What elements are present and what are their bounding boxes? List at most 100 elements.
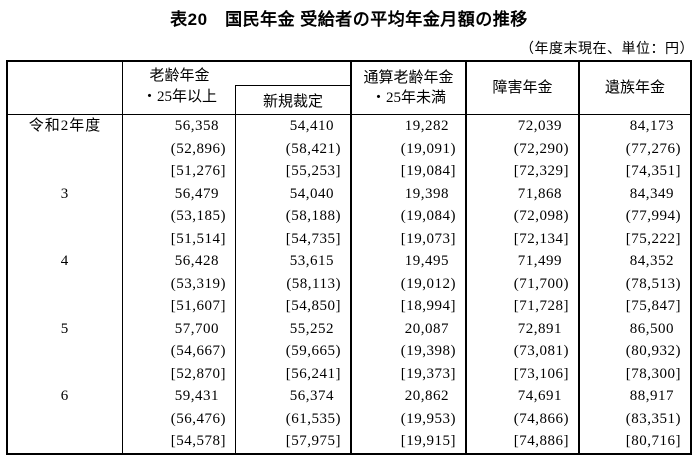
year-label: 3 xyxy=(8,183,122,251)
amount-cell: 54,410 (58,421) [55,253] xyxy=(235,115,350,183)
amount-line: [72,134] xyxy=(513,230,569,247)
table-row-group: 4 56,428 (53,319) [51,607] 53,615 (58,113) [54… xyxy=(8,250,690,318)
amount-line: 72,891 xyxy=(517,320,562,337)
amount-line: [72,329] xyxy=(513,163,569,180)
amount-cell: 57,700 (54,667) [52,870] xyxy=(122,317,235,386)
table-row-group: 3 56,479 (53,185) [51,514] 54,040 (58,188) [54… xyxy=(8,182,690,251)
amount-cell: 86,500 (80,932) [78,300] xyxy=(578,317,690,386)
amount-cell: 19,282 (19,091) [19,084] xyxy=(350,115,465,183)
amount-line: (72,290) xyxy=(513,140,569,157)
amount-line: (72,098) xyxy=(513,208,569,225)
amount-line: [51,276] xyxy=(170,163,226,180)
amount-line: (19,084) xyxy=(400,208,456,225)
amount-line: 72,039 xyxy=(517,118,562,134)
amount-cell: 56,479 (53,185) [51,514] xyxy=(122,182,235,251)
amount-line: 19,398 xyxy=(404,185,449,202)
amount-cell: 84,173 (77,276) [74,351] xyxy=(578,115,690,183)
amount-line: [73,106] xyxy=(513,365,569,382)
year-label: 6 xyxy=(8,385,122,453)
table-body: 令和2年度 56,358 (52,896) [51,276] 54,410 (58,421… xyxy=(8,115,690,453)
amount-line: [75,222] xyxy=(625,230,681,247)
amount-line: 71,868 xyxy=(517,185,562,202)
year-label-text: 6 xyxy=(60,388,70,405)
amount-line: [54,578] xyxy=(170,433,226,450)
amount-line: 56,428 xyxy=(174,253,219,270)
year-label-text: 令和2年度 xyxy=(28,118,102,134)
amount-line: [74,886] xyxy=(513,433,569,450)
amount-line: 88,917 xyxy=(629,388,674,405)
amount-line: 54,040 xyxy=(289,185,334,202)
amount-line: [18,994] xyxy=(400,298,456,315)
amount-line: [78,300] xyxy=(625,365,681,382)
header-old-age-label: 老齢年金 ・25年以上 xyxy=(141,68,217,105)
year-label: 令和2年度 xyxy=(8,115,122,183)
amount-line: 86,500 xyxy=(629,320,674,337)
amount-cell: 53,615 (58,113) [54,850] xyxy=(235,250,350,318)
table-row-group: 6 59,431 (56,476) [54,578] 56,374 (61,535) [57… xyxy=(8,385,690,453)
amount-line: 56,358 xyxy=(174,118,219,134)
amount-line: (71,700) xyxy=(513,275,569,292)
amount-cell: 84,352 (78,513) [75,847] xyxy=(578,250,690,318)
amount-line: (19,398) xyxy=(400,343,456,360)
amount-line: [52,870] xyxy=(170,365,226,382)
amount-line: [56,241] xyxy=(285,365,341,382)
amount-cell: 72,891 (73,081) [73,106] xyxy=(465,317,578,386)
table-header-row: 老齢年金 ・25年以上 新規裁定 通算老齢年金 ・25年未満 障害年金 遺族年金 xyxy=(8,62,690,115)
amount-line: [51,514] xyxy=(170,230,226,247)
amount-line: (77,276) xyxy=(625,140,681,157)
amount-cell: 20,087 (19,398) [19,373] xyxy=(350,317,465,386)
amount-cell: 56,358 (52,896) [51,276] xyxy=(122,115,235,183)
amount-line: (73,081) xyxy=(513,343,569,360)
amount-line: (52,896) xyxy=(170,140,226,157)
amount-cell: 56,374 (61,535) [57,975] xyxy=(235,385,350,453)
amount-cell: 19,398 (19,084) [19,073] xyxy=(350,182,465,251)
header-disability-cell: 障害年金 xyxy=(465,62,578,114)
amount-cell: 74,691 (74,866) [74,886] xyxy=(465,385,578,453)
amount-line: (19,012) xyxy=(400,275,456,292)
amount-cell: 84,349 (77,994) [75,222] xyxy=(578,182,690,251)
amount-line: [54,850] xyxy=(285,298,341,315)
amount-line: (58,113) xyxy=(286,275,341,292)
amount-line: [54,735] xyxy=(285,230,341,247)
amount-line: 84,173 xyxy=(629,118,674,134)
header-year-cell xyxy=(8,62,122,114)
year-label: 4 xyxy=(8,250,122,318)
amount-line: [71,728] xyxy=(513,298,569,315)
amount-line: (56,476) xyxy=(170,410,226,427)
amount-line: (83,351) xyxy=(625,410,681,427)
amount-line: (77,994) xyxy=(625,208,681,225)
year-label-text: 3 xyxy=(60,185,70,202)
amount-line: [51,607] xyxy=(170,298,226,315)
amount-line: (19,091) xyxy=(400,140,456,157)
header-old-age-cell: 老齢年金 ・25年以上 新規裁定 xyxy=(122,62,350,114)
amount-line: [19,084] xyxy=(400,163,456,180)
amount-line: [75,847] xyxy=(625,298,681,315)
amount-line: 53,615 xyxy=(289,253,334,270)
amount-line: [19,073] xyxy=(400,230,456,247)
amount-line: [19,373] xyxy=(400,365,456,382)
amount-line: 84,349 xyxy=(629,185,674,202)
amount-line: (78,513) xyxy=(625,275,681,292)
amount-line: 19,495 xyxy=(404,253,449,270)
amount-line: (61,535) xyxy=(285,410,341,427)
amount-cell: 55,252 (59,665) [56,241] xyxy=(235,317,350,386)
amount-line: 56,479 xyxy=(174,185,219,202)
pension-table: 老齢年金 ・25年以上 新規裁定 通算老齢年金 ・25年未満 障害年金 遺族年金… xyxy=(6,60,692,455)
amount-line: (59,665) xyxy=(285,343,341,360)
amount-cell: 88,917 (83,351) [80,716] xyxy=(578,385,690,453)
table-row-group: 令和2年度 56,358 (52,896) [51,276] 54,410 (58,421… xyxy=(8,115,690,183)
amount-line: (58,188) xyxy=(285,208,341,225)
amount-cell: 20,862 (19,953) [19,915] xyxy=(350,385,465,453)
amount-cell: 59,431 (56,476) [54,578] xyxy=(122,385,235,453)
amount-line: [74,351] xyxy=(625,163,681,180)
amount-line: (58,421) xyxy=(285,140,341,157)
unit-note: （年度末現在、単位：円） xyxy=(520,42,694,57)
amount-line: 20,087 xyxy=(404,320,449,337)
amount-cell: 71,868 (72,098) [72,134] xyxy=(465,182,578,251)
amount-line: (54,667) xyxy=(170,343,226,360)
amount-line: 84,352 xyxy=(629,253,674,270)
amount-cell: 56,428 (53,319) [51,607] xyxy=(122,250,235,318)
amount-line: [80,716] xyxy=(625,433,681,450)
amount-cell: 72,039 (72,290) [72,329] xyxy=(465,115,578,183)
